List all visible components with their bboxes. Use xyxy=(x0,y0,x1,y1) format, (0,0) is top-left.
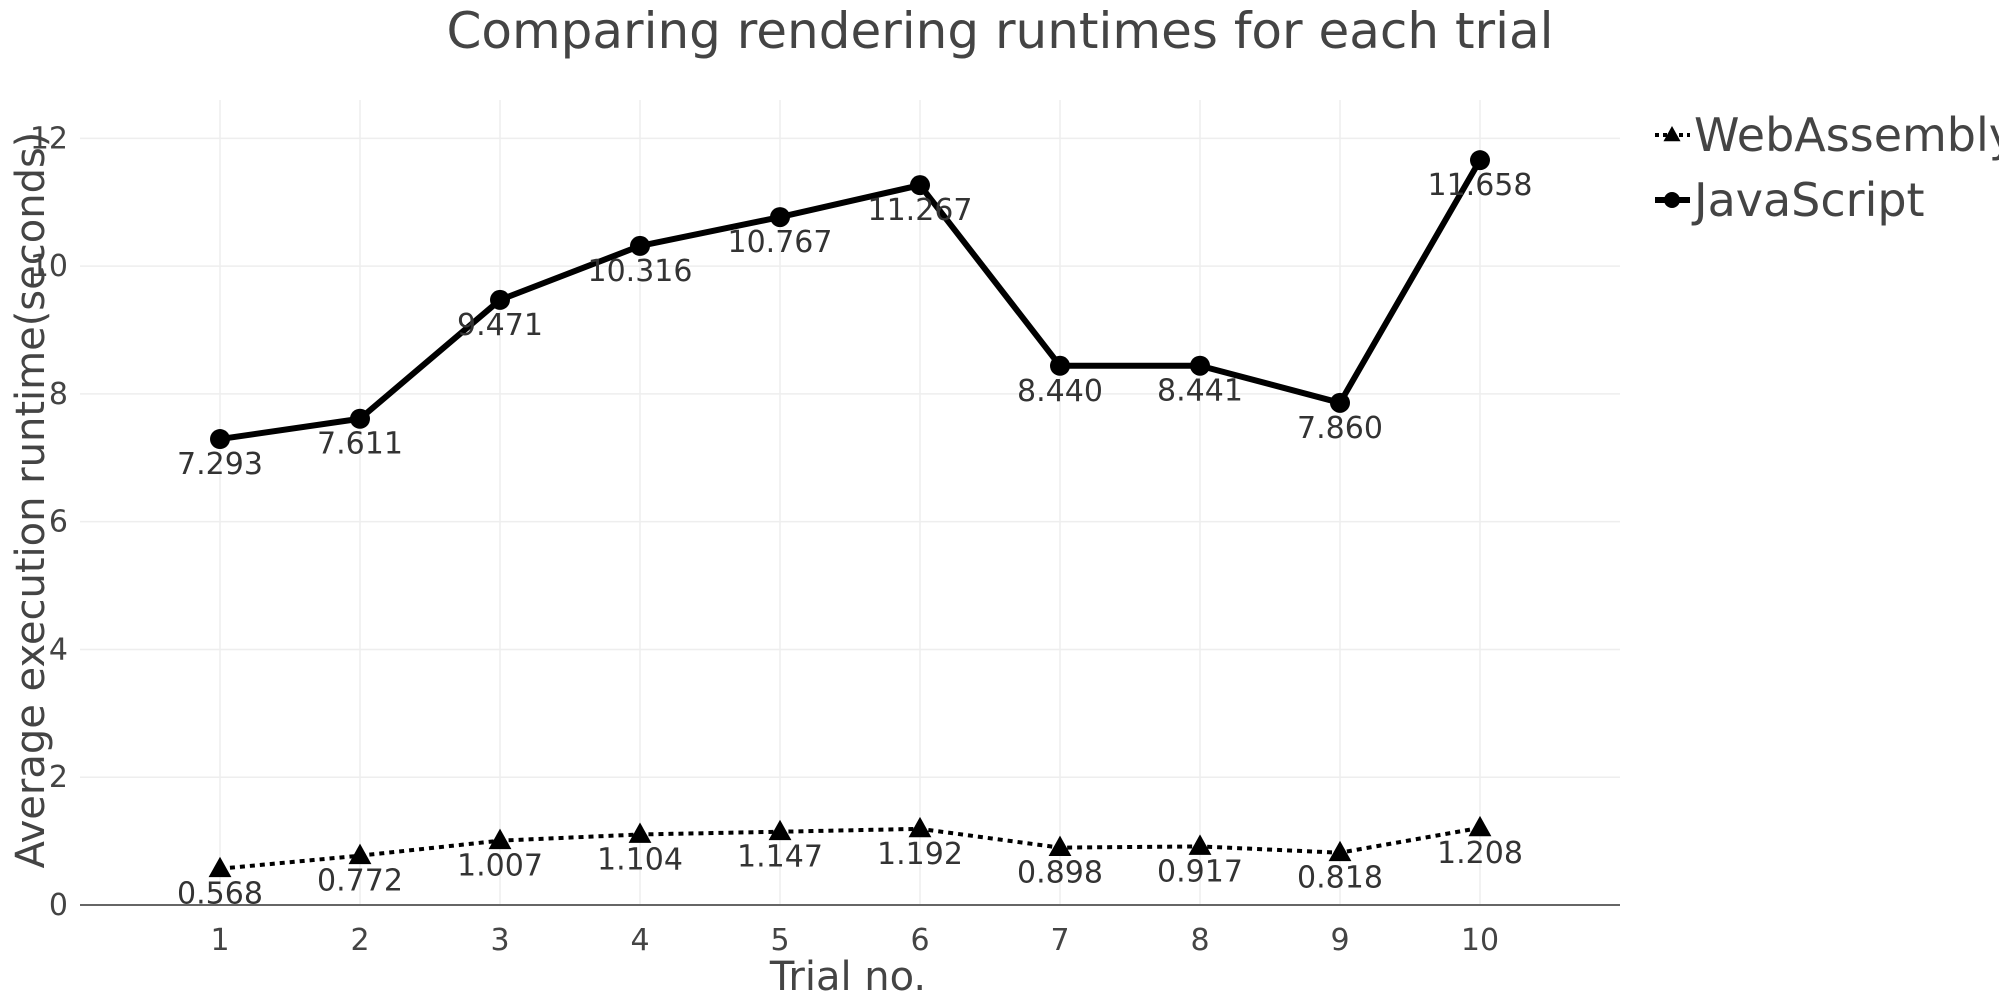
data-label-webassembly: 1.147 xyxy=(737,840,823,875)
data-point-javascript xyxy=(910,175,930,196)
x-tick-label: 6 xyxy=(910,923,929,958)
data-point-javascript xyxy=(770,207,790,228)
data-point-javascript xyxy=(1470,150,1490,171)
data-point-javascript xyxy=(350,408,370,429)
data-label-javascript: 11.658 xyxy=(1428,168,1533,203)
data-label-javascript: 7.611 xyxy=(317,427,403,462)
x-tick-label: 3 xyxy=(490,923,509,958)
data-point-webassembly xyxy=(1188,834,1212,855)
data-label-javascript: 10.316 xyxy=(588,254,693,289)
data-label-javascript: 11.267 xyxy=(868,193,973,228)
x-tick-label: 10 xyxy=(1461,923,1499,958)
series-line-javascript xyxy=(219,158,1483,443)
data-label-webassembly: 1.208 xyxy=(1437,836,1523,871)
y-tick-label: 10 xyxy=(30,249,68,284)
data-labels: 0.568 0.772 1.007 1.104 1.147 1.192 0.898 0.917… xyxy=(177,168,1532,912)
data-point-webassembly xyxy=(348,843,372,865)
data-point-webassembly xyxy=(768,819,792,841)
data-point-javascript xyxy=(210,429,230,450)
legend-item-webassembly: WebAssembly xyxy=(1655,108,1999,162)
legend-marker-webassembly xyxy=(1663,126,1681,142)
data-point-webassembly xyxy=(208,856,232,878)
data-label-webassembly: 0.917 xyxy=(1157,854,1243,889)
data-point-javascript xyxy=(1330,392,1350,413)
data-label-webassembly: 0.818 xyxy=(1297,861,1383,896)
data-label-webassembly: 0.568 xyxy=(177,877,263,912)
data-point-javascript xyxy=(490,289,510,310)
data-point-javascript xyxy=(1190,355,1210,376)
x-tick-label: 7 xyxy=(1050,923,1069,958)
y-tick-label: 12 xyxy=(30,121,68,156)
series-line-webassembly xyxy=(219,825,1481,871)
legend-marker-javascript xyxy=(1664,192,1680,208)
grid xyxy=(80,100,1620,905)
x-axis-title: Trial no. xyxy=(769,954,926,999)
series-webassembly xyxy=(208,815,1492,878)
y-tick-label: 0 xyxy=(49,888,68,923)
data-label-webassembly: 0.772 xyxy=(317,864,403,899)
data-label-webassembly: 1.007 xyxy=(457,849,543,884)
y-axis-title: Average execution runtime(seconds) xyxy=(8,132,54,869)
data-point-webassembly xyxy=(488,828,512,850)
y-tick-label: 4 xyxy=(49,632,68,667)
data-point-webassembly xyxy=(1048,835,1072,857)
data-label-javascript: 8.441 xyxy=(1157,374,1243,409)
x-tick-label: 1 xyxy=(210,923,229,958)
x-tick-label: 8 xyxy=(1190,923,1209,958)
data-label-webassembly: 1.104 xyxy=(597,842,683,877)
legend-item-javascript: JavaScript xyxy=(1655,173,1925,227)
data-point-webassembly xyxy=(1328,840,1352,862)
data-label-javascript: 9.471 xyxy=(457,308,543,343)
data-point-webassembly xyxy=(908,816,932,838)
data-label-javascript: 7.860 xyxy=(1297,411,1383,446)
x-tick-label: 5 xyxy=(770,923,789,958)
y-tick-label: 2 xyxy=(49,760,68,795)
x-tick-label: 4 xyxy=(630,923,649,958)
data-label-webassembly: 1.192 xyxy=(877,837,963,872)
series xyxy=(208,150,1492,878)
data-point-javascript xyxy=(1050,355,1070,376)
chart-title: Comparing rendering runtimes for each tr… xyxy=(446,2,1553,60)
data-point-webassembly xyxy=(628,822,652,843)
data-label-javascript: 10.767 xyxy=(728,225,833,260)
legend-label-javascript: JavaScript xyxy=(1691,173,1925,227)
data-label-javascript: 7.293 xyxy=(177,447,263,482)
legend-label-webassembly: WebAssembly xyxy=(1694,108,1999,162)
data-point-webassembly xyxy=(1468,815,1492,837)
x-tick-label: 2 xyxy=(350,923,369,958)
series-javascript xyxy=(210,150,1490,450)
y-tick-label: 6 xyxy=(49,505,68,540)
data-label-javascript: 8.440 xyxy=(1017,374,1103,409)
y-tick-label: 8 xyxy=(49,377,68,412)
x-tick-label: 9 xyxy=(1330,923,1349,958)
data-point-javascript xyxy=(630,235,650,256)
data-label-webassembly: 0.898 xyxy=(1017,856,1103,891)
legend: WebAssembly JavaScript xyxy=(1655,108,1999,227)
